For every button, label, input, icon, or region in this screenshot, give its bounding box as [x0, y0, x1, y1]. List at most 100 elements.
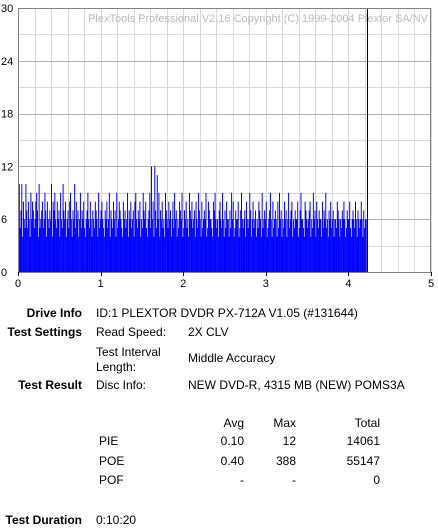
- chart-bar: [73, 219, 75, 272]
- chart-bar: [214, 192, 216, 272]
- chart-bar: [19, 228, 21, 272]
- chart-bar: [177, 219, 179, 272]
- chart-bar: [155, 228, 157, 272]
- chart-bar: [103, 228, 105, 272]
- chart-bar: [356, 236, 358, 272]
- chart-bar: [84, 236, 86, 272]
- chart-bar: [317, 219, 318, 272]
- chart-bar: [151, 219, 153, 272]
- chart-bar: [336, 228, 337, 272]
- chart-bar: [210, 219, 212, 272]
- chart-bar: [209, 219, 211, 272]
- chart-bar: [312, 228, 314, 272]
- chart-bar: [335, 219, 337, 272]
- chart-bar: [296, 219, 298, 272]
- chart-bar: [270, 219, 272, 272]
- chart-bar: [253, 228, 255, 272]
- chart-bar: [63, 210, 65, 272]
- chart-bar: [344, 219, 346, 272]
- chart-bar: [336, 201, 338, 272]
- chart-bar: [187, 219, 189, 272]
- chart-bar: [57, 219, 59, 272]
- chart-bar: [32, 201, 34, 272]
- chart-bar: [224, 210, 226, 272]
- chart-bar: [46, 236, 48, 272]
- chart-bar: [309, 201, 311, 272]
- chart-bar: [20, 210, 22, 272]
- chart-bar: [74, 228, 76, 272]
- chart-bar: [321, 201, 323, 272]
- chart-bar: [352, 210, 354, 272]
- chart-bar: [331, 228, 333, 272]
- chart-bar: [302, 219, 304, 272]
- y-tick-label: 6: [1, 214, 7, 226]
- chart-bar: [127, 192, 129, 272]
- chart-bar: [175, 210, 177, 272]
- chart-bar: [123, 219, 125, 272]
- chart-bar: [362, 236, 364, 272]
- chart-bar: [173, 228, 175, 272]
- chart-bar: [147, 219, 149, 272]
- read-speed-label: Read Speed:: [96, 325, 167, 339]
- chart-bar: [357, 210, 359, 272]
- chart-bar: [312, 192, 314, 272]
- chart-bar: [111, 219, 113, 272]
- chart-bar: [46, 201, 48, 272]
- chart-bar: [108, 192, 110, 272]
- chart-bar: [261, 192, 263, 272]
- chart-bar: [327, 236, 329, 272]
- chart-bar: [24, 228, 26, 272]
- chart-bar: [131, 219, 133, 272]
- chart-bar: [29, 236, 31, 272]
- chart-bar: [345, 236, 347, 272]
- chart-bar: [190, 219, 192, 272]
- disc-info-value: NEW DVD-R, 4315 MB (NEW) POMS3A: [188, 378, 405, 392]
- row-pof-name: POF: [99, 473, 124, 487]
- chart-bar: [354, 228, 356, 272]
- chart-bar: [189, 210, 191, 272]
- chart-bar: [114, 210, 116, 272]
- chart-bar: [322, 228, 324, 272]
- chart-bar: [155, 210, 157, 272]
- chart-bar: [109, 236, 111, 272]
- test-interval-value: Middle Accuracy: [188, 351, 276, 365]
- chart-bar: [117, 228, 119, 272]
- y-tick-label: 12: [1, 161, 13, 173]
- chart-bar: [364, 228, 366, 272]
- chart-bar: [232, 201, 234, 272]
- chart-bar: [108, 219, 110, 272]
- x-tick-label: 3: [263, 278, 269, 290]
- chart-bar: [321, 236, 323, 272]
- chart-bar: [157, 219, 159, 272]
- chart-axes: [18, 8, 431, 273]
- chart-bar: [240, 210, 242, 272]
- chart-bar: [293, 219, 295, 272]
- chart-bar: [332, 210, 334, 272]
- chart-bar: [148, 210, 150, 272]
- chart-bar: [305, 210, 307, 272]
- chart-bar: [136, 228, 138, 272]
- chart-bar: [22, 201, 24, 272]
- chart-bar: [102, 219, 104, 272]
- chart-bar: [207, 228, 209, 272]
- chart-bar: [181, 192, 183, 272]
- chart-bar: [106, 201, 108, 272]
- row-poe-max: 388: [275, 454, 296, 468]
- chart-bar: [166, 219, 168, 272]
- chart-bar: [141, 219, 143, 272]
- chart-bar: [162, 228, 164, 272]
- chart-bar: [67, 210, 69, 272]
- chart-bar: [300, 192, 302, 272]
- chart-bar: [92, 210, 94, 272]
- chart-bar: [307, 219, 309, 272]
- chart-bar: [76, 219, 78, 272]
- chart-bar: [195, 201, 197, 272]
- chart-bar: [204, 219, 206, 272]
- chart-bar: [347, 219, 349, 272]
- chart-bar: [107, 228, 109, 272]
- chart-bar: [79, 192, 81, 272]
- chart-bar: [303, 236, 305, 272]
- chart-bar: [299, 210, 301, 272]
- chart-bar: [112, 228, 114, 272]
- chart-bar: [229, 210, 231, 272]
